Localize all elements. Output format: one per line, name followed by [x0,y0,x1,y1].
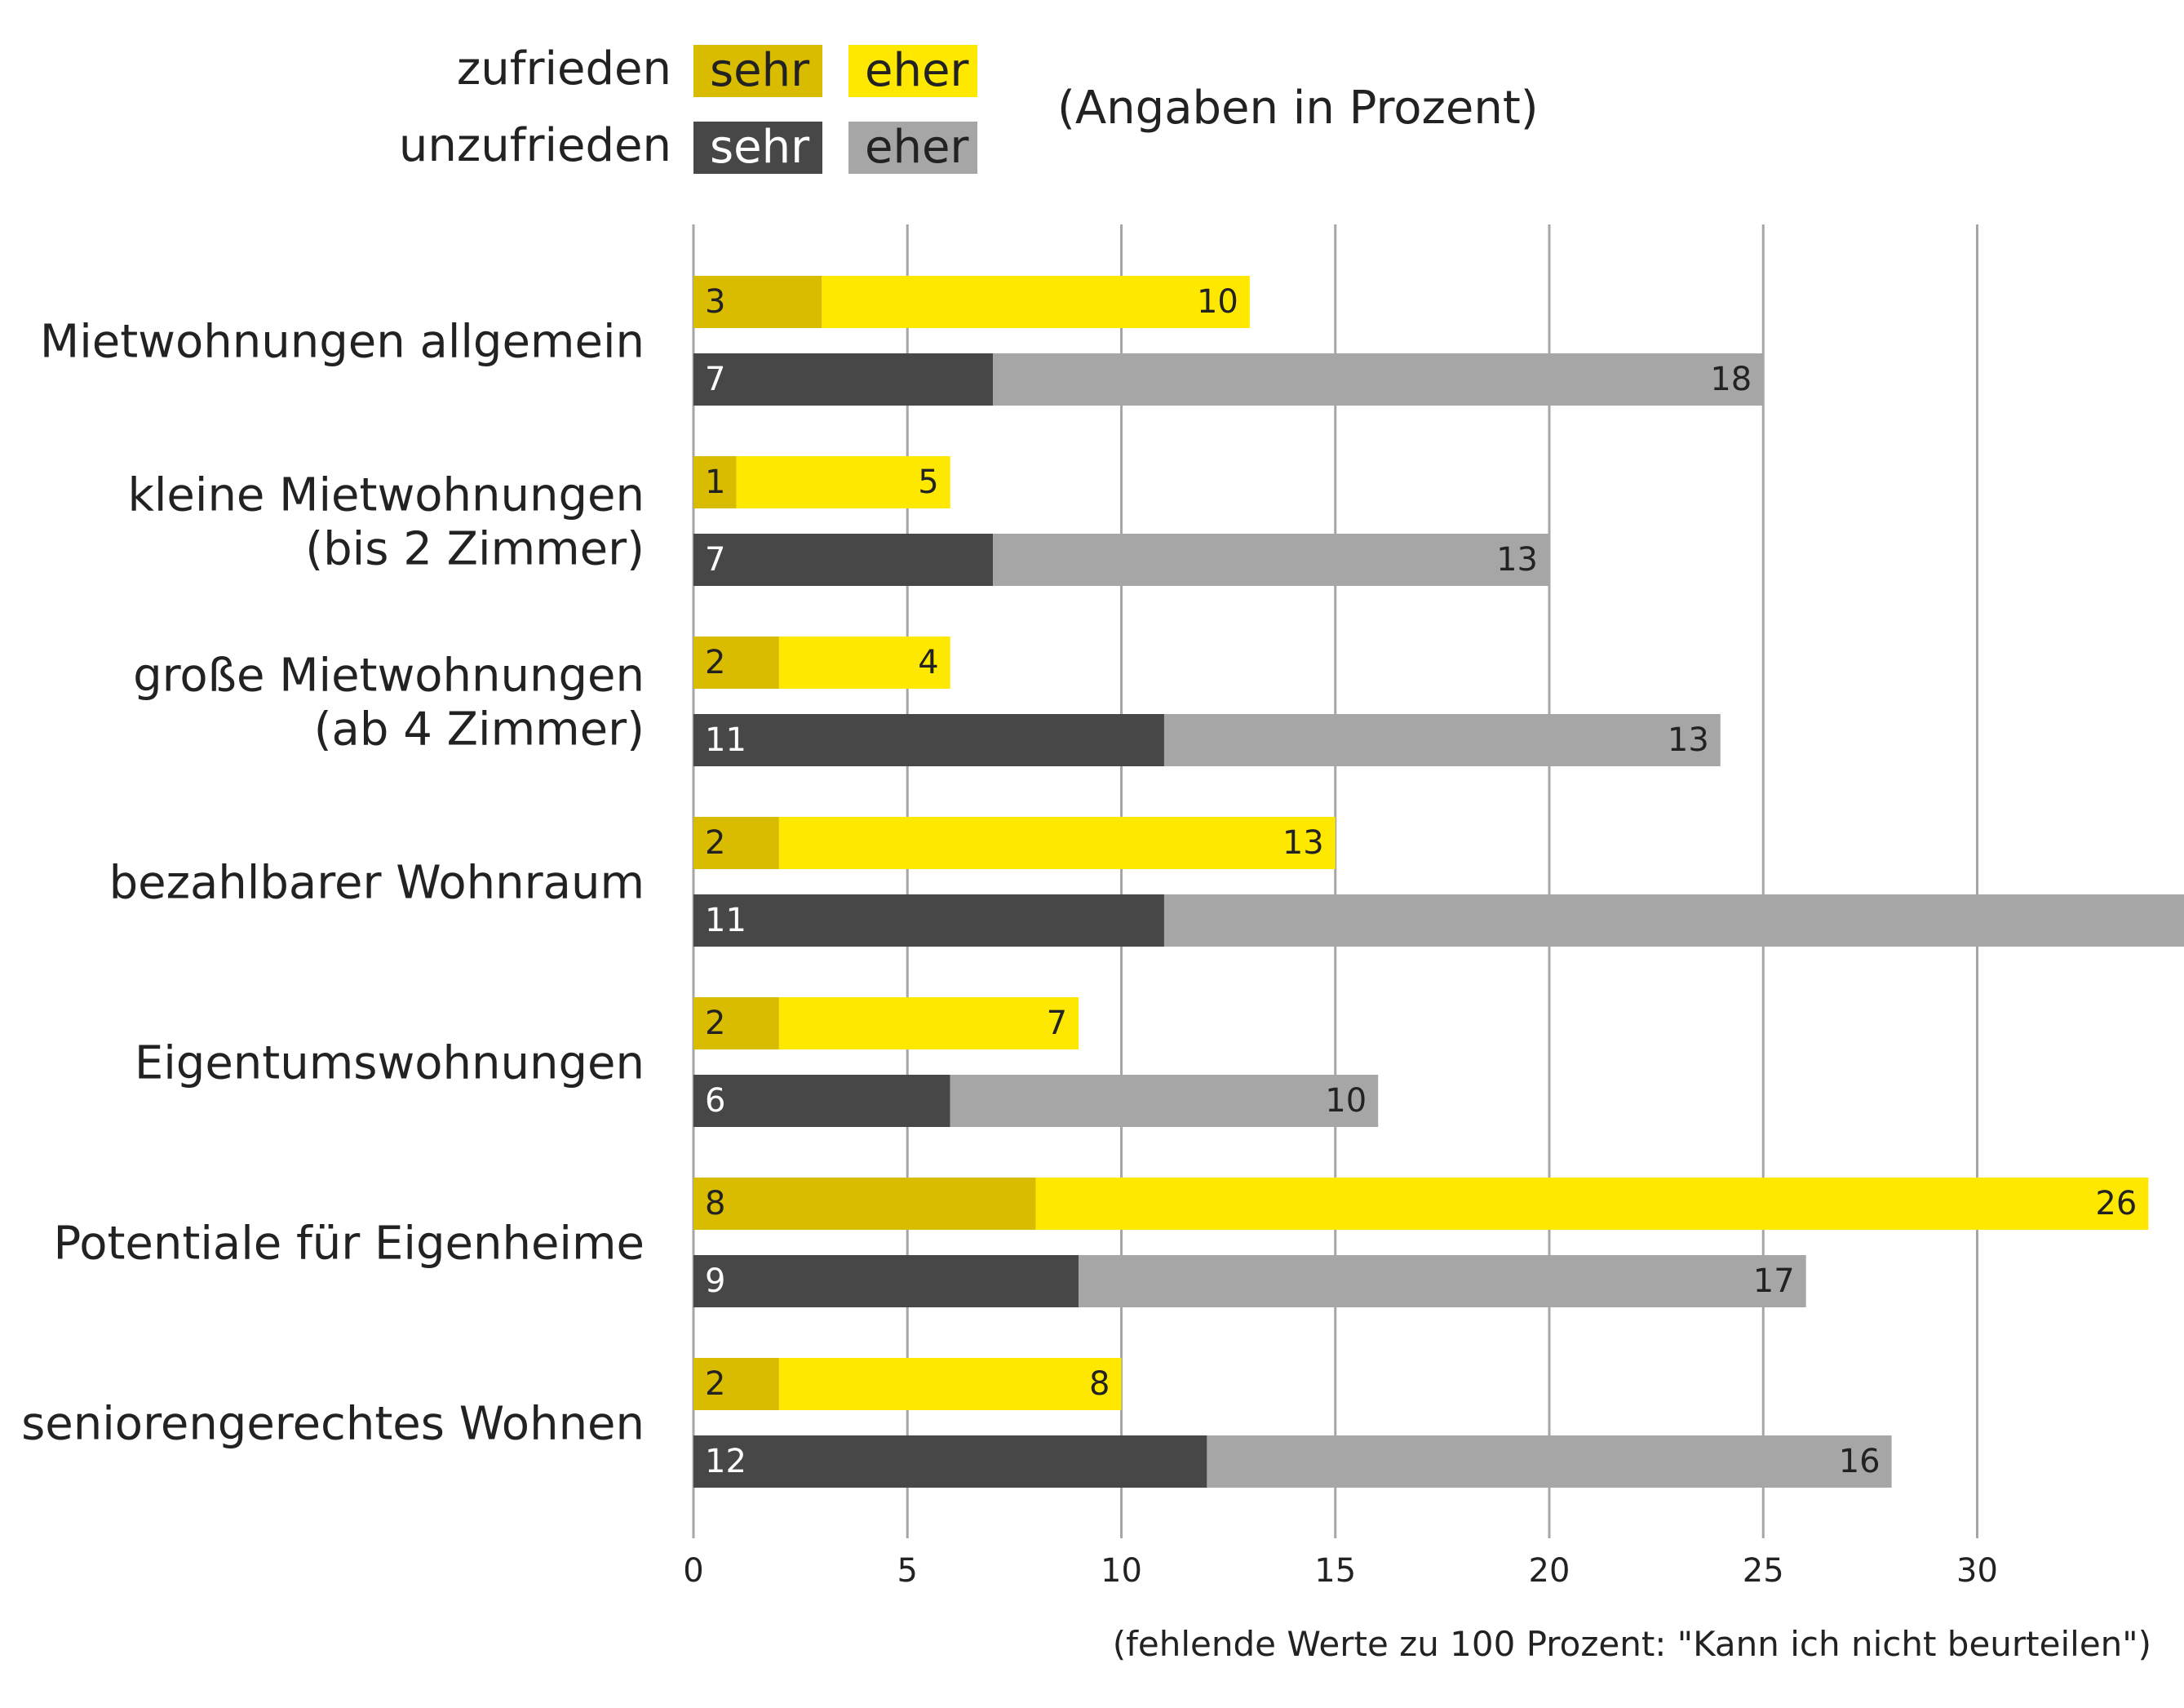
bar-unzufrieden-eher [1163,894,2184,947]
legend-label-zufrieden: zufrieden [456,42,671,95]
bar-zufrieden-eher [778,997,1079,1049]
bar-unzufrieden-sehr [693,534,994,586]
x-tick-label: 10 [1101,1552,1142,1590]
data-label-unzufrieden-sehr: 11 [705,721,746,759]
data-label-unzufrieden-eher: 13 [1668,721,1709,759]
data-label-zufrieden-eher: 26 [2095,1185,2137,1222]
data-label-zufrieden-eher: 13 [1282,824,1324,862]
category-label: Potentiale für Eigenheime [53,1218,645,1271]
data-label-zufrieden-eher: 10 [1197,283,1238,321]
bar-zufrieden-sehr [693,276,822,328]
bar-zufrieden-sehr [693,1178,1036,1230]
data-label-unzufrieden-eher: 18 [1710,361,1752,398]
data-label-unzufrieden-sehr: 12 [705,1443,746,1480]
data-label-unzufrieden-eher: 17 [1753,1262,1795,1300]
bar-unzufrieden-eher [993,534,1549,586]
bar-zufrieden-eher [778,637,950,689]
category-label: seniorengerechtes Wohnen [21,1398,645,1451]
x-tick-label: 20 [1529,1552,1570,1590]
data-label-unzufrieden-sehr: 7 [705,361,725,398]
bar-zufrieden-sehr [693,637,779,689]
bar-unzufrieden-eher [1163,714,1721,766]
data-label-unzufrieden-sehr: 9 [705,1262,725,1300]
bar-unzufrieden-sehr [693,1435,1207,1488]
category-label: (ab 4 Zimmer) [314,703,645,756]
data-label-zufrieden-eher: 7 [1047,1005,1067,1042]
bar-zufrieden-eher [822,276,1250,328]
data-label-zufrieden-sehr: 1 [705,464,725,501]
data-label-zufrieden-eher: 4 [918,644,938,681]
data-label-zufrieden-sehr: 3 [705,283,725,321]
data-label-zufrieden-eher: 8 [1089,1365,1110,1403]
bar-unzufrieden-eher [950,1075,1379,1127]
legend-swatch-zufrieden-sehr: sehr [693,45,822,97]
bar-unzufrieden-eher [1207,1435,1892,1488]
footnote: (fehlende Werte zu 100 Prozent: "Kann ic… [1112,1624,2151,1664]
data-label-zufrieden-sehr: 2 [705,644,725,681]
legend-swatch-unzufrieden-sehr: sehr [693,122,822,174]
x-tick-label: 0 [683,1552,703,1590]
data-label-unzufrieden-eher: 13 [1496,541,1538,579]
bar-zufrieden-eher [1035,1178,2149,1230]
bar-unzufrieden-sehr [693,714,1164,766]
data-label-zufrieden-eher: 5 [918,464,938,501]
bar-unzufrieden-sehr [693,1075,950,1127]
category-label: Eigentumswohnungen [135,1037,645,1090]
bar-zufrieden-eher [778,817,1336,869]
legend-swatch-zufrieden-eher: eher [848,45,977,97]
category-label: Mietwohnungen allgemein [40,316,645,369]
legend-label-unzufrieden: unzufrieden [398,119,671,172]
category-label: bezahlbarer Wohnraum [109,857,645,910]
bar-unzufrieden-eher [993,353,1764,406]
bar-zufrieden-sehr [693,456,737,508]
bar-unzufrieden-sehr [693,1255,1079,1307]
data-label-unzufrieden-eher: 16 [1839,1443,1881,1480]
x-tick-label: 5 [897,1552,918,1590]
data-label-unzufrieden-eher: 10 [1325,1082,1367,1120]
unit-note: (Angaben in Prozent) [1057,82,1539,135]
bar-unzufrieden-sehr [693,353,994,406]
bar-zufrieden-eher [736,456,950,508]
category-label: (bis 2 Zimmer) [305,523,645,576]
data-label-zufrieden-sehr: 2 [705,1365,725,1403]
data-label-zufrieden-sehr: 8 [705,1185,725,1222]
x-tick-label: 15 [1314,1552,1356,1590]
data-label-unzufrieden-sehr: 6 [705,1082,725,1120]
data-label-unzufrieden-sehr: 7 [705,541,725,579]
bar-zufrieden-sehr [693,817,779,869]
data-label-unzufrieden-sehr: 11 [705,902,746,939]
x-tick-label: 30 [1956,1552,1998,1590]
bar-zufrieden-eher [778,1358,1122,1410]
bar-zufrieden-sehr [693,1358,779,1410]
x-tick-label: 25 [1743,1552,1784,1590]
bar-zufrieden-sehr [693,997,779,1049]
legend-swatch-unzufrieden-eher: eher [848,122,977,174]
category-label: große Mietwohnungen [133,650,645,703]
data-label-zufrieden-sehr: 2 [705,1005,725,1042]
category-label: kleine Mietwohnungen [127,469,645,522]
bar-unzufrieden-eher [1079,1255,1806,1307]
bar-unzufrieden-sehr [693,894,1164,947]
data-label-zufrieden-sehr: 2 [705,824,725,862]
